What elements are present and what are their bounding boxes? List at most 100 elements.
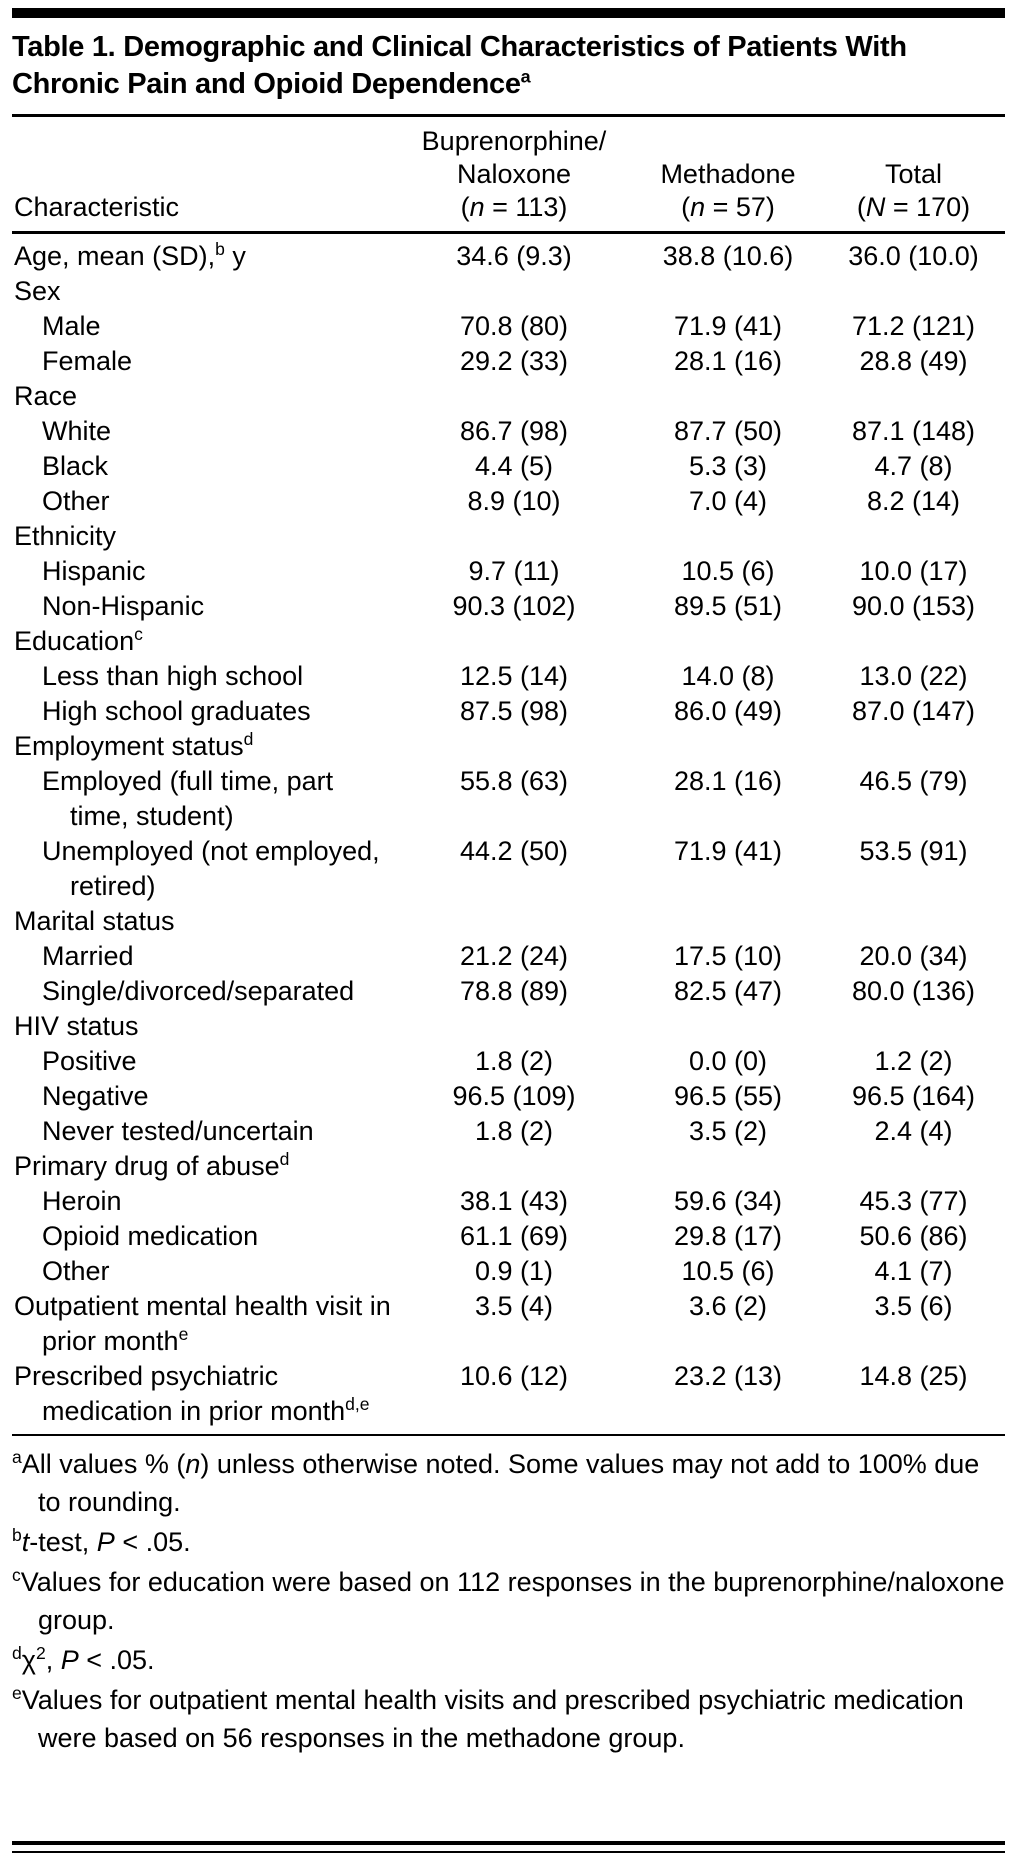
cell-value: 44.2 (50): [459, 836, 569, 866]
cell-value: 9.7 (11): [468, 556, 560, 586]
cell-value: 14.8 (25): [859, 1361, 968, 1391]
row-label: Positive: [42, 1046, 137, 1076]
table-row: Positive 1.8 (2) 0.0 (0) 1.2 (2): [12, 1044, 1005, 1079]
cell-value: [634, 729, 822, 764]
cell-value: 12.5 (14): [459, 661, 569, 691]
row-label: Black: [42, 451, 109, 481]
cell-value: 96.5 (55): [673, 1081, 783, 1111]
cell-value: 80.0 (136): [851, 976, 976, 1006]
section-row: Employment statusd: [12, 729, 1005, 764]
cell-value: 21.2 (24): [459, 941, 569, 971]
cell-value: [394, 1009, 634, 1044]
section-row: Race: [12, 379, 1005, 414]
section-row: Sex: [12, 274, 1005, 309]
cell-value: 50.6 (86): [859, 1221, 968, 1251]
row-label: Employed (full time, part time, student): [42, 766, 334, 831]
table-row: Prescribed psychiatric medication in pri…: [12, 1359, 1005, 1429]
cell-value: 28.8 (49): [859, 346, 968, 376]
table-body: Age, mean (SD),b y 34.6 (9.3) 38.8 (10.6) 3…: [12, 239, 1005, 1429]
table-row: High school graduates 87.5 (98) 86.0 (49) 8…: [12, 694, 1005, 729]
cell-value: 7.0 (4): [688, 486, 768, 516]
cell-value: [822, 624, 1005, 659]
cell-value: 59.6 (34): [673, 1186, 783, 1216]
cell-value: [822, 1009, 1005, 1044]
row-label: White: [42, 416, 112, 446]
cell-value: 10.5 (6): [681, 1256, 775, 1286]
footnote-rule: [12, 1434, 1005, 1436]
demographics-table-body: Age, mean (SD),b y 34.6 (9.3) 38.8 (10.6) 3…: [12, 239, 1005, 1429]
table-row: Female 29.2 (33) 28.1 (16) 28.8 (49): [12, 344, 1005, 379]
table-row: Married 21.2 (24) 17.5 (10) 20.0 (34): [12, 939, 1005, 974]
row-label: Hispanic: [42, 556, 146, 586]
row-label: Ethnicity: [14, 521, 117, 551]
table-row: White 86.7 (98) 87.7 (50) 87.1 (148): [12, 414, 1005, 449]
cell-value: [822, 379, 1005, 414]
cell-value: 28.1 (16): [673, 346, 783, 376]
cell-value: 20.0 (34): [859, 941, 968, 971]
row-label: Non-Hispanic: [42, 591, 205, 621]
row-label: Employment statusd: [14, 729, 254, 761]
table-row: Other 0.9 (1) 10.5 (6) 4.1 (7): [12, 1254, 1005, 1289]
row-label: Marital status: [14, 906, 175, 936]
cell-value: 34.6 (9.3): [456, 241, 572, 271]
cell-value: 87.1 (148): [851, 416, 976, 446]
table-row: Opioid medication 61.1 (69) 29.8 (17) 50.6 …: [12, 1219, 1005, 1254]
cell-value: 13.0 (22): [859, 661, 968, 691]
cell-value: [634, 1149, 822, 1184]
cell-value: 10.0 (17): [859, 556, 968, 586]
cell-value: 36.0 (10.0): [848, 241, 979, 271]
row-label: Unemployed (not employed, retired): [42, 836, 380, 901]
cell-value: [634, 519, 822, 554]
row-label: Other: [42, 1256, 110, 1286]
row-label: Negative: [42, 1081, 149, 1111]
cell-value: 45.3 (77): [859, 1186, 968, 1216]
header-row: Characteristic Buprenorphine/Naloxone (n =…: [12, 117, 1005, 231]
section-row: Ethnicity: [12, 519, 1005, 554]
cell-value: 3.6 (2): [688, 1291, 768, 1321]
cell-value: 10.6 (12): [459, 1361, 569, 1391]
cell-value: 87.7 (50): [673, 416, 783, 446]
cell-value: [394, 1149, 634, 1184]
cell-value: [394, 519, 634, 554]
table-row: Single/divorced/separated 78.8 (89) 82.5 (…: [12, 974, 1005, 1009]
cell-value: 96.5 (164): [851, 1081, 976, 1111]
column-header-total: Total (N = 170): [856, 159, 971, 222]
cell-value: 53.5 (91): [859, 836, 968, 866]
footnote: aAll values % (n) unless otherwise noted…: [12, 1447, 980, 1517]
table-row: Unemployed (not employed, retired) 44.2 (…: [12, 834, 1005, 904]
header-rule: [12, 231, 1005, 234]
cell-value: 90.0 (153): [851, 591, 976, 621]
table-row: Less than high school 12.5 (14) 14.0 (8) 13…: [12, 659, 1005, 694]
cell-value: 82.5 (47): [673, 976, 783, 1006]
row-label: Heroin: [42, 1186, 122, 1216]
table-header: Characteristic Buprenorphine/Naloxone (n =…: [12, 117, 1005, 231]
footnote: cValues for education were based on 112 …: [12, 1565, 1005, 1635]
table-row: Hispanic 9.7 (11) 10.5 (6) 10.0 (17): [12, 554, 1005, 589]
table-title: Table 1. Demographic and Clinical Charac…: [12, 31, 907, 100]
row-label: High school graduates: [42, 696, 311, 726]
table-row: Heroin 38.1 (43) 59.6 (34) 45.3 (77): [12, 1184, 1005, 1219]
cell-value: 3.5 (4): [474, 1291, 554, 1321]
row-label: Primary drug of abused: [14, 1149, 290, 1181]
cell-value: 90.3 (102): [452, 591, 576, 621]
cell-value: 8.9 (10): [467, 486, 561, 516]
row-label: Race: [14, 381, 78, 411]
row-label: HIV status: [14, 1011, 139, 1041]
footnotes: aAll values % (n) unless otherwise noted…: [12, 1436, 1005, 1759]
footnote: bt-test, P < .05.: [12, 1525, 191, 1557]
cell-value: 4.4 (5): [474, 451, 554, 481]
cell-value: 71.9 (41): [673, 836, 783, 866]
cell-value: 86.7 (98): [459, 416, 569, 446]
cell-value: [634, 274, 822, 309]
cell-value: 87.5 (98): [459, 696, 569, 726]
cell-value: 29.2 (33): [459, 346, 569, 376]
cell-value: [634, 904, 822, 939]
row-label: Age, mean (SD),b y: [14, 239, 246, 271]
cell-value: 1.2 (2): [874, 1046, 953, 1076]
row-label: Never tested/uncertain: [42, 1116, 314, 1146]
table-row: Outpatient mental health visit in prior …: [12, 1289, 1005, 1359]
demographics-table: Characteristic Buprenorphine/Naloxone (n =…: [12, 117, 1005, 231]
row-label: Married: [42, 941, 134, 971]
cell-value: [822, 519, 1005, 554]
cell-value: 29.8 (17): [673, 1221, 783, 1251]
